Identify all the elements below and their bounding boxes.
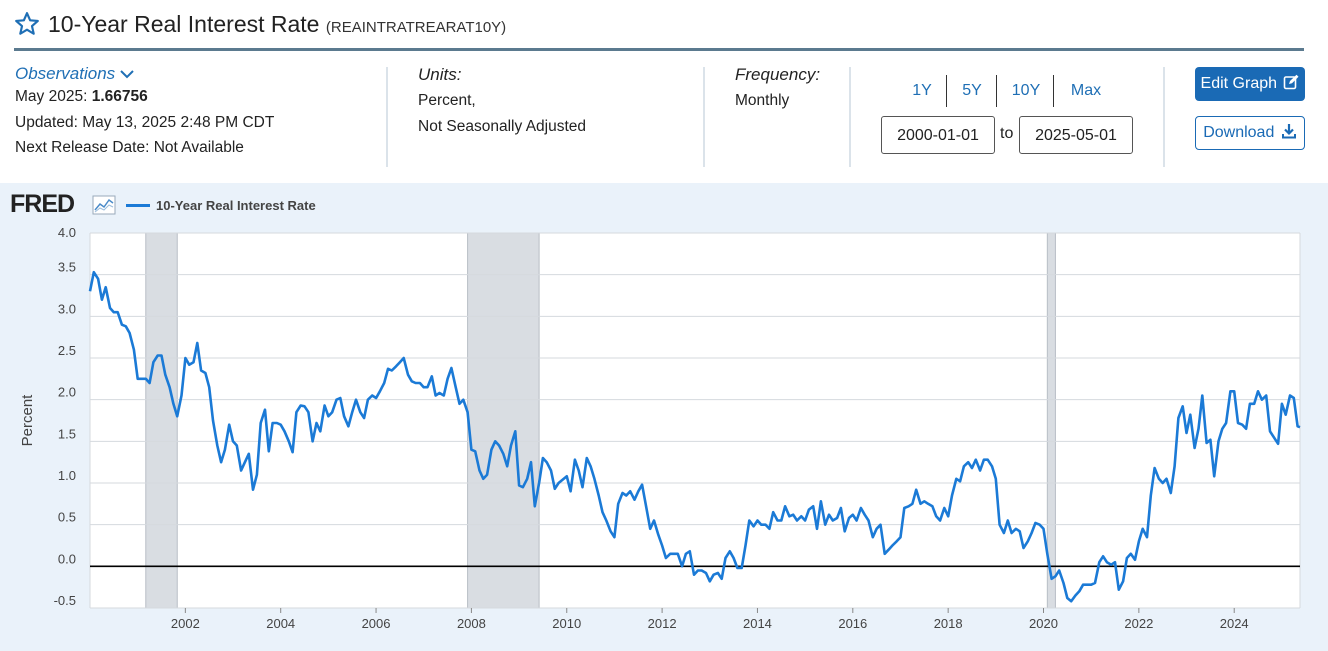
divider bbox=[849, 67, 851, 167]
download-icon bbox=[1281, 124, 1296, 139]
x-tick-label: 2012 bbox=[648, 616, 677, 631]
x-tick-label: 2016 bbox=[838, 616, 867, 631]
y-tick-label: 0.0 bbox=[58, 551, 76, 566]
y-axis-label: Percent bbox=[19, 394, 36, 447]
x-tick-label: 2024 bbox=[1220, 616, 1249, 631]
latest-observation: May 2025: 1.66756 bbox=[15, 84, 274, 110]
x-tick-label: 2004 bbox=[266, 616, 295, 631]
title-bar: 10-Year Real Interest Rate (REAINTRATREA… bbox=[14, 8, 1304, 51]
start-date-input[interactable]: 2000-01-01 bbox=[881, 116, 995, 154]
trend-icon bbox=[92, 195, 116, 215]
x-tick-label: 2014 bbox=[743, 616, 772, 631]
recession-band bbox=[467, 232, 540, 609]
y-tick-label: 1.5 bbox=[58, 426, 76, 441]
legend-swatch bbox=[126, 203, 150, 207]
fred-logo: FRED bbox=[10, 190, 75, 218]
plot-background bbox=[90, 233, 1300, 608]
page-title: 10-Year Real Interest Rate (REAINTRATREA… bbox=[48, 11, 506, 38]
series-title: 10-Year Real Interest Rate bbox=[48, 11, 320, 37]
download-label: Download bbox=[1203, 124, 1275, 141]
x-tick-label: 2018 bbox=[934, 616, 963, 631]
observations-label: Observations bbox=[15, 64, 116, 83]
frequency-panel: Frequency: Monthly bbox=[735, 62, 820, 114]
x-tick-label: 2008 bbox=[457, 616, 486, 631]
divider bbox=[1053, 75, 1054, 107]
x-tick-label: 2006 bbox=[362, 616, 391, 631]
units-line-2: Not Seasonally Adjusted bbox=[418, 117, 587, 135]
units-panel: Units: Percent, Not Seasonally Adjusted bbox=[418, 62, 586, 139]
range-1y-button[interactable]: 1Y bbox=[912, 82, 932, 99]
divider bbox=[996, 75, 997, 107]
divider bbox=[1163, 67, 1165, 167]
x-tick-label: 2022 bbox=[1124, 616, 1153, 631]
observations-link[interactable]: Observations bbox=[15, 64, 274, 84]
chart-legend: 10-Year Real Interest Rate bbox=[92, 195, 316, 215]
y-tick-label: 4.0 bbox=[58, 225, 76, 240]
observations-panel: Observations May 2025: 1.66756 Updated: … bbox=[15, 64, 274, 161]
next-release-text: Next Release Date: Not Available bbox=[15, 139, 244, 156]
series-id: (REAINTRATREARAT10Y) bbox=[325, 19, 507, 36]
edit-graph-button[interactable]: Edit Graph bbox=[1195, 67, 1305, 101]
y-tick-label: 2.5 bbox=[58, 343, 76, 358]
series-line bbox=[88, 270, 1301, 603]
edit-icon bbox=[1284, 74, 1299, 90]
y-tick-label: 3.0 bbox=[58, 301, 76, 316]
legend-label: 10-Year Real Interest Rate bbox=[156, 197, 316, 213]
range-max-button[interactable]: Max bbox=[1070, 82, 1102, 99]
range-5y-button[interactable]: 5Y bbox=[962, 82, 982, 99]
x-tick-label: 2002 bbox=[171, 616, 200, 631]
updated-text: Updated: May 13, 2025 2:48 PM CDT bbox=[15, 113, 275, 131]
frequency-label: Frequency: bbox=[735, 65, 821, 84]
edit-graph-label: Edit Graph bbox=[1200, 75, 1278, 92]
latest-date: May 2025: bbox=[15, 88, 88, 105]
recession-band bbox=[145, 232, 178, 609]
y-tick-label: 0.5 bbox=[58, 510, 76, 525]
latest-value: 1.66756 bbox=[91, 88, 148, 105]
x-tick-label: 2020 bbox=[1029, 616, 1058, 631]
y-tick-label: 1.0 bbox=[58, 468, 76, 483]
star-icon[interactable] bbox=[14, 11, 40, 37]
chevron-down-icon bbox=[120, 70, 134, 79]
divider bbox=[386, 67, 388, 167]
y-tick-label: 2.0 bbox=[58, 385, 76, 400]
y-tick-label: 3.5 bbox=[58, 260, 76, 275]
units-line-1: Percent, bbox=[418, 92, 476, 109]
divider bbox=[946, 75, 947, 107]
to-label: to bbox=[1000, 125, 1014, 142]
end-date-input[interactable]: 2025-05-01 bbox=[1019, 116, 1133, 154]
x-tick-label: 2010 bbox=[552, 616, 581, 631]
y-tick-label: -0.5 bbox=[54, 593, 76, 608]
range-10y-button[interactable]: 10Y bbox=[1011, 82, 1041, 99]
line-chart: -0.5 0.0 0.5 1.0 1.5 2.0 2.5 3.0 3.5 4.0 2002 2004 2… bbox=[19, 225, 1301, 631]
recession-band bbox=[1046, 232, 1056, 609]
frequency-value: Monthly bbox=[735, 92, 790, 109]
download-button[interactable]: Download bbox=[1195, 116, 1305, 150]
units-label: Units: bbox=[418, 65, 462, 84]
divider bbox=[703, 67, 705, 167]
